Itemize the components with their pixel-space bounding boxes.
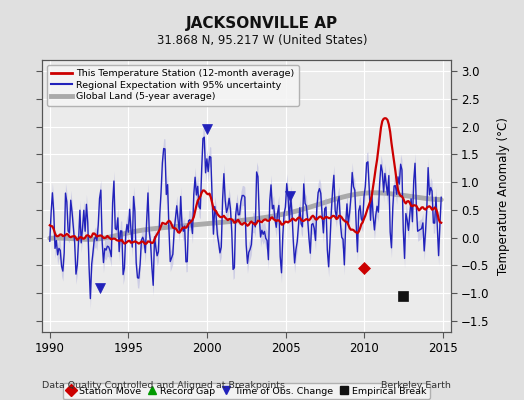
Text: 31.868 N, 95.217 W (United States): 31.868 N, 95.217 W (United States) xyxy=(157,34,367,47)
Text: Berkeley Earth: Berkeley Earth xyxy=(381,381,451,390)
Text: Data Quality Controlled and Aligned at Breakpoints: Data Quality Controlled and Aligned at B… xyxy=(42,381,285,390)
Y-axis label: Temperature Anomaly (°C): Temperature Anomaly (°C) xyxy=(497,117,509,275)
Legend: Station Move, Record Gap, Time of Obs. Change, Empirical Break: Station Move, Record Gap, Time of Obs. C… xyxy=(62,383,430,399)
Text: JACKSONVILLE AP: JACKSONVILLE AP xyxy=(186,16,338,31)
